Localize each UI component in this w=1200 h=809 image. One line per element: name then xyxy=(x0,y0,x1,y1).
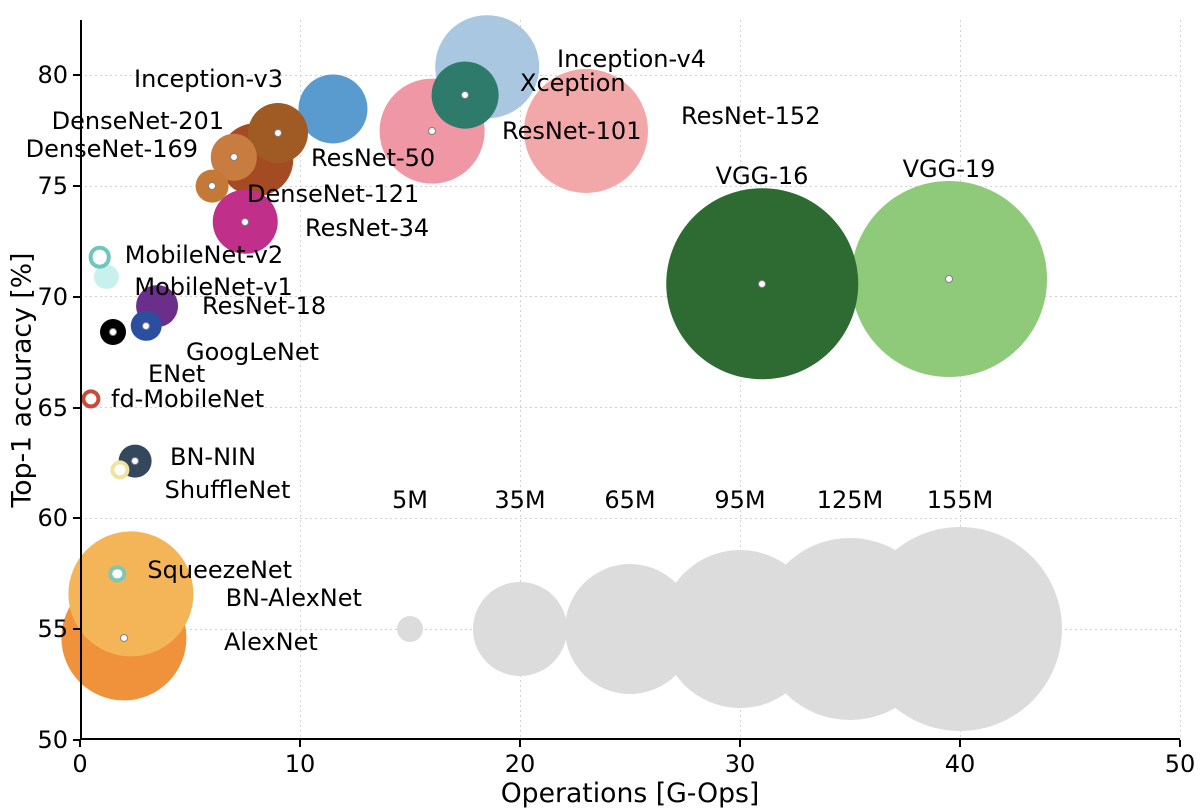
y-tick-label: 50 xyxy=(37,726,68,754)
y-tick xyxy=(73,296,80,298)
legend-size-label: 35M xyxy=(494,486,545,514)
x-axis-spine xyxy=(80,738,1180,740)
legend-size-label: 95M xyxy=(714,486,765,514)
x-tick-label: 30 xyxy=(725,750,756,778)
legend-bubble xyxy=(397,616,423,642)
model-bubble xyxy=(851,181,1047,377)
model-bubble xyxy=(666,188,858,380)
x-axis-label: Operations [G-Ops] xyxy=(501,778,760,809)
y-tick xyxy=(73,628,80,630)
y-gridline xyxy=(80,518,1180,519)
model-label: Inception-v4 xyxy=(557,45,706,73)
legend-size-label: 5M xyxy=(392,486,428,514)
model-bubble xyxy=(248,103,308,163)
model-label: ResNet-34 xyxy=(305,214,429,242)
model-label: fd-MobileNet xyxy=(111,385,264,413)
y-axis-label: Top-1 accuracy [%] xyxy=(7,253,38,508)
y-tick xyxy=(73,739,80,741)
model-label: SqueezeNet xyxy=(147,556,292,584)
x-tick-label: 0 xyxy=(72,750,87,778)
model-label: Inception-v3 xyxy=(134,65,283,93)
y-axis-spine xyxy=(80,20,82,740)
model-label: DenseNet-169 xyxy=(26,135,198,163)
legend-bubble xyxy=(858,527,1062,731)
x-tick-label: 20 xyxy=(505,750,536,778)
model-bubble xyxy=(68,531,193,656)
legend-size-label: 125M xyxy=(817,486,884,514)
model-bubble xyxy=(196,170,229,203)
y-tick xyxy=(73,407,80,409)
x-tick-label: 40 xyxy=(945,750,976,778)
y-tick xyxy=(73,74,80,76)
model-label: AlexNet xyxy=(224,628,318,656)
model-bubble xyxy=(298,74,367,143)
model-label: GoogLeNet xyxy=(186,338,319,366)
y-tick-label: 60 xyxy=(37,504,68,532)
x-tick xyxy=(299,740,301,747)
model-label: VGG-19 xyxy=(903,155,996,183)
x-tick xyxy=(519,740,521,747)
model-label: DenseNet-201 xyxy=(52,107,224,135)
model-bubble xyxy=(432,62,499,129)
model-label: BN-NIN xyxy=(170,443,256,471)
y-tick-label: 55 xyxy=(37,615,68,643)
model-bubble xyxy=(131,310,162,341)
y-tick xyxy=(73,185,80,187)
model-label: MobileNet-v1 xyxy=(134,273,292,301)
model-label: BN-AlexNet xyxy=(226,584,362,612)
x-tick-label: 50 xyxy=(1165,750,1196,778)
y-tick-label: 70 xyxy=(37,283,68,311)
y-tick-label: 75 xyxy=(37,172,68,200)
model-bubble xyxy=(100,319,126,345)
model-label: VGG-16 xyxy=(716,162,809,190)
model-label: MobileNet-v2 xyxy=(125,241,283,269)
model-label: ResNet-152 xyxy=(681,102,820,130)
bubble-chart: 5M 35M 65M 95M 125M 155M VGG-19 VGG-16 ResNet-15… xyxy=(0,0,1200,803)
x-tick xyxy=(1179,740,1181,747)
model-label: Xception xyxy=(520,69,626,97)
y-tick-label: 80 xyxy=(37,61,68,89)
x-tick-label: 10 xyxy=(285,750,316,778)
legend-size-label: 155M xyxy=(927,486,994,514)
model-label: DenseNet-121 xyxy=(247,180,419,208)
model-label: ResNet-101 xyxy=(502,117,641,145)
x-gridline xyxy=(1180,20,1181,740)
x-tick xyxy=(79,740,81,747)
y-tick-label: 65 xyxy=(37,394,68,422)
model-label: ResNet-50 xyxy=(311,144,435,172)
x-tick xyxy=(739,740,741,747)
model-label: ShuffleNet xyxy=(165,476,291,504)
model-bubble xyxy=(89,246,112,269)
y-tick xyxy=(73,517,80,519)
x-tick xyxy=(959,740,961,747)
legend-size-label: 65M xyxy=(604,486,655,514)
legend-bubble xyxy=(473,582,567,676)
